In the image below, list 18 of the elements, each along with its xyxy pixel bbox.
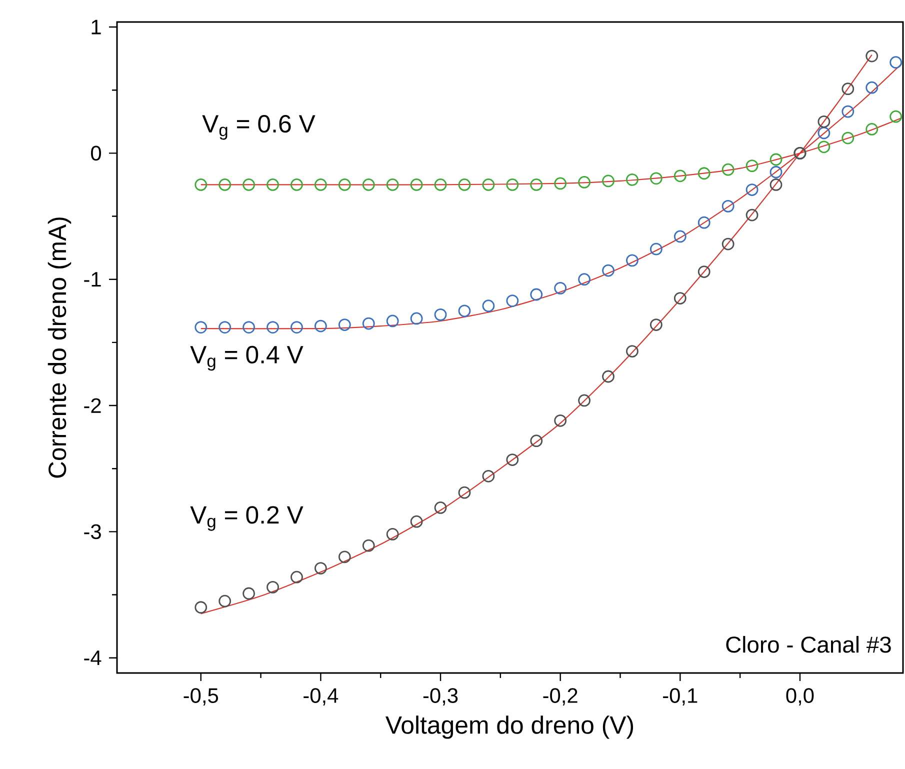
y-tick-label: -1 <box>84 272 101 287</box>
x-tick-label: -0,2 <box>543 688 578 706</box>
annotation: Cloro - Canal #3 <box>726 636 891 653</box>
x-tick-label: 0,0 <box>786 688 814 706</box>
y-tick-label: -3 <box>84 524 101 540</box>
y-axis-title: Corrente do dreno (mA) <box>48 218 72 478</box>
x-tick-label: -0,1 <box>663 688 698 706</box>
y-tick-label: 0 <box>91 146 102 161</box>
x-tick-label: -0,5 <box>184 688 218 706</box>
x-tick-label: -0,3 <box>423 688 458 706</box>
y-tick-label: -4 <box>84 650 102 666</box>
series-label: V$_{g}$ = 0.4 V <box>190 346 304 371</box>
series-label: V$_{g}$ = 0.2 V <box>190 506 304 531</box>
y-tick-label: -2 <box>84 398 101 413</box>
x-tick-label: -0,4 <box>304 688 338 706</box>
y-tick-label: 1 <box>92 20 101 34</box>
x-axis-title: Voltagem do dreno (V) <box>386 716 634 739</box>
series-label: V$_{g}$ = 0.6 V <box>202 114 316 140</box>
